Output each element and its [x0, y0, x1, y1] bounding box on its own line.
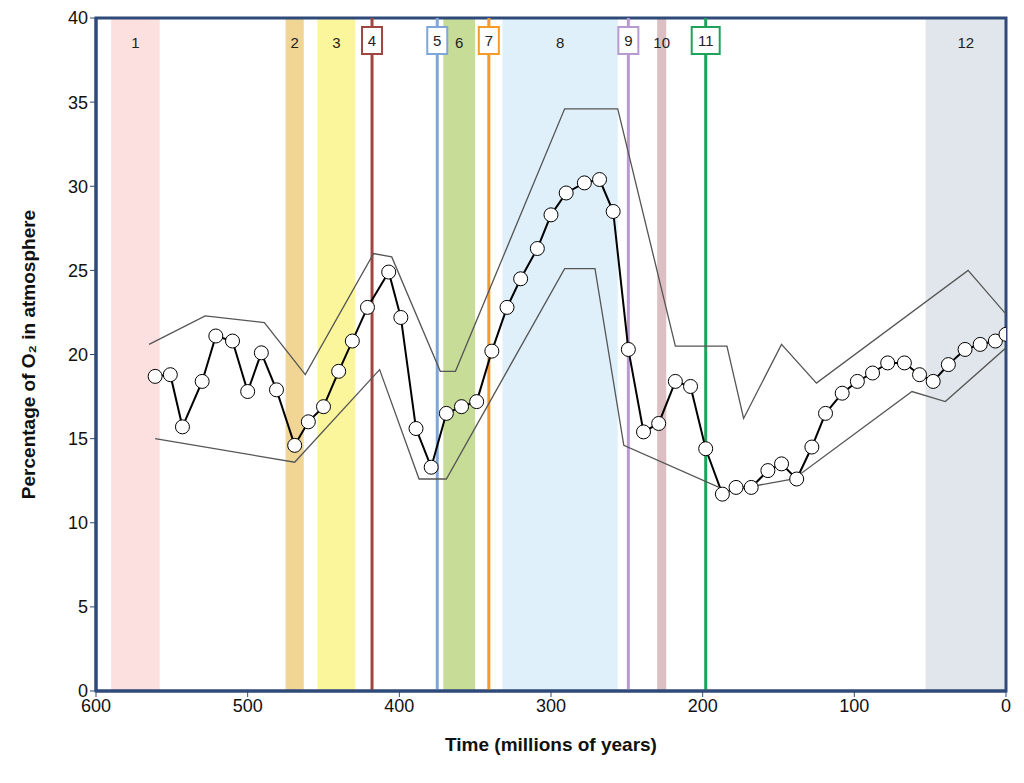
svg-text:Percentage of O₂ in atmosphere: Percentage of O₂ in atmosphere [18, 210, 39, 499]
svg-text:0: 0 [1001, 696, 1011, 716]
svg-text:12: 12 [957, 34, 974, 51]
svg-text:0: 0 [78, 681, 88, 701]
svg-text:5: 5 [433, 32, 441, 49]
svg-text:10: 10 [68, 513, 88, 533]
svg-text:6: 6 [455, 34, 463, 51]
svg-text:15: 15 [68, 429, 88, 449]
svg-text:400: 400 [384, 696, 414, 716]
svg-text:20: 20 [68, 345, 88, 365]
svg-text:7: 7 [485, 32, 493, 49]
svg-text:5: 5 [78, 597, 88, 617]
svg-text:4: 4 [368, 32, 376, 49]
svg-text:2: 2 [291, 34, 299, 51]
svg-text:500: 500 [233, 696, 263, 716]
svg-text:1: 1 [131, 34, 139, 51]
svg-text:600: 600 [81, 695, 111, 716]
svg-text:25: 25 [68, 261, 88, 281]
svg-text:3: 3 [332, 34, 340, 51]
svg-text:30: 30 [68, 177, 88, 197]
svg-text:35: 35 [68, 93, 88, 113]
svg-text:200: 200 [688, 696, 718, 716]
svg-text:9: 9 [624, 32, 632, 49]
svg-text:100: 100 [839, 696, 869, 716]
svg-text:10: 10 [653, 34, 670, 51]
svg-text:300: 300 [536, 696, 566, 716]
svg-text:11: 11 [698, 32, 714, 49]
svg-text:Time (millions of years): Time (millions of years) [445, 734, 657, 755]
svg-text:8: 8 [556, 34, 564, 51]
svg-text:40: 40 [68, 8, 88, 28]
